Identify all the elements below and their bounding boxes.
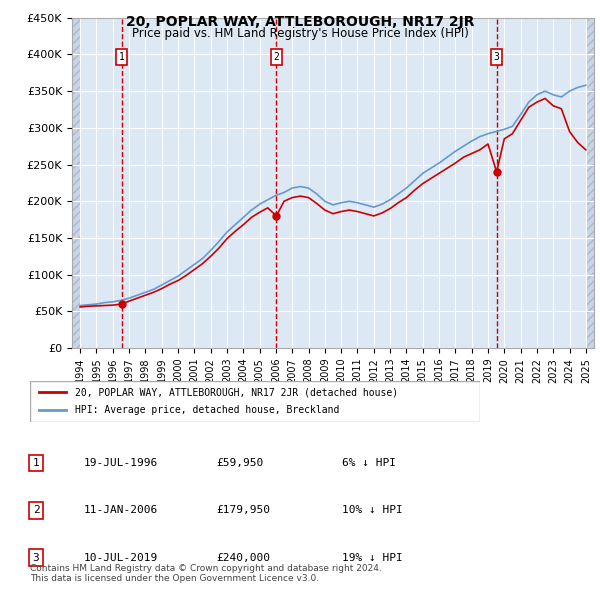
Text: £59,950: £59,950	[216, 458, 263, 468]
Text: 19-JUL-1996: 19-JUL-1996	[84, 458, 158, 468]
Text: £179,950: £179,950	[216, 506, 270, 515]
FancyBboxPatch shape	[30, 381, 480, 422]
Text: Contains HM Land Registry data © Crown copyright and database right 2024.
This d: Contains HM Land Registry data © Crown c…	[30, 563, 382, 583]
Text: 2: 2	[274, 53, 280, 63]
Bar	[586, 18, 594, 348]
Text: 3: 3	[494, 53, 500, 63]
Text: 1: 1	[119, 53, 125, 63]
Text: 6% ↓ HPI: 6% ↓ HPI	[342, 458, 396, 468]
Text: 2: 2	[32, 506, 40, 515]
Text: 19% ↓ HPI: 19% ↓ HPI	[342, 553, 403, 562]
Text: 11-JAN-2006: 11-JAN-2006	[84, 506, 158, 515]
Text: Price paid vs. HM Land Registry's House Price Index (HPI): Price paid vs. HM Land Registry's House …	[131, 27, 469, 40]
Text: 1: 1	[32, 458, 40, 468]
Text: 20, POPLAR WAY, ATTLEBOROUGH, NR17 2JR (detached house): 20, POPLAR WAY, ATTLEBOROUGH, NR17 2JR (…	[75, 387, 398, 397]
Text: 10% ↓ HPI: 10% ↓ HPI	[342, 506, 403, 515]
Text: 20, POPLAR WAY, ATTLEBOROUGH, NR17 2JR: 20, POPLAR WAY, ATTLEBOROUGH, NR17 2JR	[126, 15, 474, 29]
Text: £240,000: £240,000	[216, 553, 270, 562]
Text: HPI: Average price, detached house, Breckland: HPI: Average price, detached house, Brec…	[75, 405, 340, 415]
Text: 3: 3	[32, 553, 40, 562]
Text: 10-JUL-2019: 10-JUL-2019	[84, 553, 158, 562]
Bar	[72, 18, 80, 348]
